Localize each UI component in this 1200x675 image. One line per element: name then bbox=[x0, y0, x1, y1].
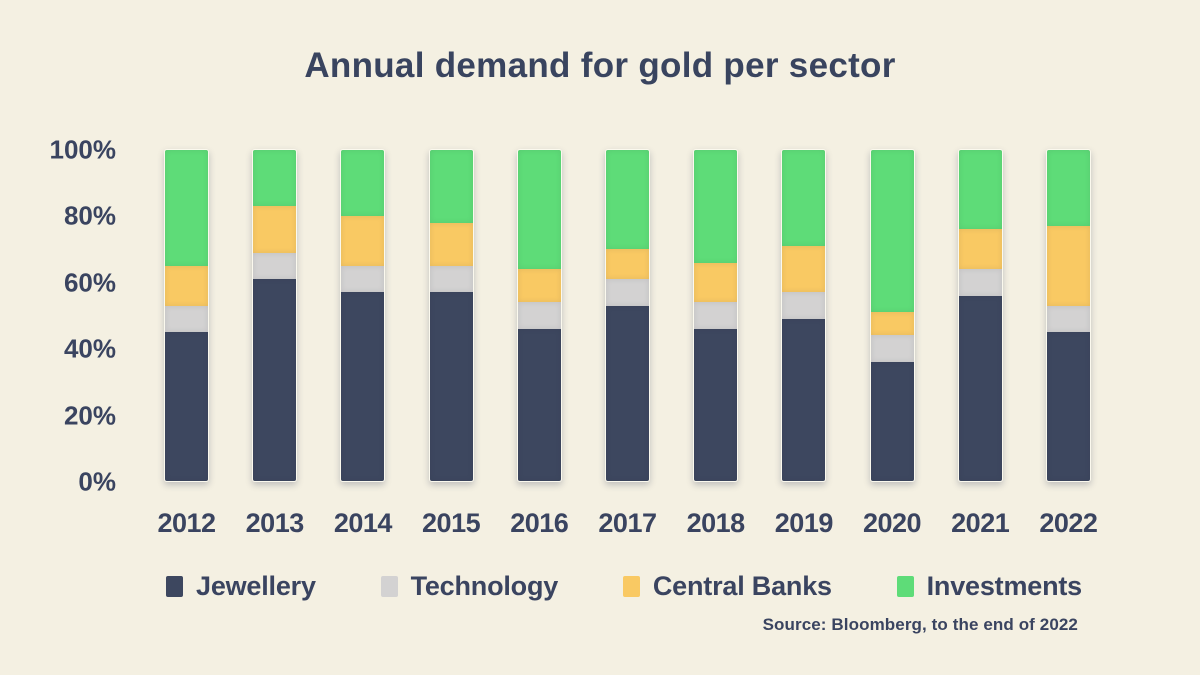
bar-segment-investments bbox=[429, 150, 473, 223]
bar-segment-jewellery bbox=[782, 318, 826, 481]
bar-segment-jewellery bbox=[958, 295, 1002, 481]
year-label-2016: 2016 bbox=[510, 508, 569, 538]
bar-2015 bbox=[428, 149, 474, 482]
bar-segment-central-banks bbox=[694, 262, 738, 303]
y-axis-tick-0: 0% bbox=[78, 466, 116, 497]
bar-2017 bbox=[604, 149, 650, 482]
bar-segment-central-banks bbox=[165, 265, 208, 306]
bar-segment-central-banks bbox=[429, 222, 473, 266]
bar-segment-technology bbox=[694, 302, 738, 329]
bar-segment-jewellery bbox=[694, 328, 738, 481]
year-label-2022: 2022 bbox=[1039, 508, 1098, 538]
bar-2018 bbox=[693, 149, 739, 482]
bar-2022 bbox=[1045, 149, 1091, 482]
bar-segment-technology bbox=[605, 279, 649, 306]
bar-segment-central-banks bbox=[870, 312, 914, 336]
bar-segment-technology bbox=[958, 269, 1002, 296]
bar-segment-jewellery bbox=[870, 361, 914, 481]
y-axis-tick-20: 20% bbox=[63, 400, 116, 431]
bar-segment-technology bbox=[253, 252, 297, 280]
bar-segment-central-banks bbox=[958, 229, 1002, 270]
bar-2021 bbox=[957, 149, 1003, 482]
year-label-2020: 2020 bbox=[862, 508, 922, 538]
year-label-2017: 2017 bbox=[598, 508, 657, 538]
bar-segment-investments bbox=[870, 150, 914, 313]
bar-segment-jewellery bbox=[165, 332, 208, 481]
bar-segment-technology bbox=[429, 265, 473, 293]
y-axis-tick-80: 80% bbox=[63, 200, 116, 231]
bar-2014 bbox=[340, 149, 386, 482]
bar-segment-investments bbox=[165, 150, 208, 266]
bar-2020 bbox=[869, 149, 915, 482]
year-label-2019: 2019 bbox=[774, 508, 834, 538]
bar-segment-jewellery bbox=[429, 292, 473, 481]
legend-swatch-technology bbox=[380, 576, 398, 597]
y-axis-tick-40: 40% bbox=[63, 333, 116, 364]
bar-segment-investments bbox=[341, 150, 385, 217]
legend-item-technology: Technology bbox=[380, 571, 559, 602]
bar-segment-central-banks bbox=[253, 206, 297, 253]
y-axis: 100% 80% 60% 40% 20% 0% bbox=[0, 135, 117, 497]
legend-label-technology: Technology bbox=[410, 571, 559, 601]
bar-segment-investments bbox=[958, 150, 1002, 230]
legend-label-investments: Investments bbox=[926, 571, 1083, 601]
year-label-2013: 2013 bbox=[245, 508, 305, 538]
bar-segment-jewellery bbox=[517, 328, 561, 481]
bar-segment-central-banks bbox=[605, 249, 649, 280]
bar-segment-central-banks bbox=[341, 216, 385, 266]
chart-title: Annual demand for gold per sector bbox=[304, 46, 896, 85]
legend-label-jewellery: Jewellery bbox=[196, 571, 316, 601]
bar-2019 bbox=[781, 149, 827, 482]
bar-segment-investments bbox=[253, 150, 297, 207]
bar-segment-central-banks bbox=[1046, 226, 1090, 306]
bar-segment-investments bbox=[517, 150, 561, 270]
legend-item-central-banks: Central Banks bbox=[622, 571, 832, 602]
legend-swatch-investments bbox=[896, 576, 914, 597]
bar-segment-investments bbox=[605, 150, 649, 250]
bar-2016 bbox=[516, 149, 562, 482]
bar-segment-jewellery bbox=[341, 292, 385, 481]
y-axis-tick-100: 100% bbox=[49, 134, 117, 165]
year-label-2018: 2018 bbox=[686, 508, 746, 538]
legend-item-jewellery: Jewellery bbox=[166, 571, 316, 602]
bar-segment-investments bbox=[782, 150, 826, 246]
legend: Jewellery Technology Central Banks Investme… bbox=[166, 571, 1082, 602]
bar-segment-jewellery bbox=[605, 305, 649, 481]
bar-segment-jewellery bbox=[253, 279, 297, 481]
bar-2012 bbox=[164, 149, 209, 482]
bar-segment-central-banks bbox=[517, 269, 561, 303]
legend-item-investments: Investments bbox=[896, 571, 1083, 602]
bar-segment-technology bbox=[165, 305, 208, 333]
legend-swatch-jewellery bbox=[166, 576, 183, 597]
year-label-2021: 2021 bbox=[951, 508, 1010, 538]
legend-label-central-banks: Central Banks bbox=[652, 571, 832, 601]
y-axis-tick-60: 60% bbox=[63, 267, 116, 298]
bar-segment-technology bbox=[341, 265, 385, 293]
year-label-2015: 2015 bbox=[422, 508, 481, 538]
bar-segment-jewellery bbox=[1046, 332, 1090, 481]
year-label-2014: 2014 bbox=[333, 508, 393, 538]
x-axis: 2012 2013 2014 2015 2016 2017 2018 2019 2020 2021… bbox=[157, 508, 1098, 539]
bar-segment-technology bbox=[517, 302, 561, 329]
bar-segment-technology bbox=[1046, 305, 1090, 333]
legend-swatch-central-banks bbox=[622, 576, 640, 597]
bar-segment-central-banks bbox=[782, 245, 826, 293]
bar-segment-investments bbox=[1046, 150, 1090, 227]
bar-segment-technology bbox=[782, 292, 826, 319]
year-label-2012: 2012 bbox=[157, 508, 216, 538]
bar-segment-technology bbox=[870, 335, 914, 362]
bar-segment-investments bbox=[694, 150, 738, 263]
plot-area bbox=[164, 149, 1091, 482]
source-note: Source: Bloomberg, to the end of 2022 bbox=[762, 615, 1078, 634]
bar-2013 bbox=[252, 149, 298, 482]
